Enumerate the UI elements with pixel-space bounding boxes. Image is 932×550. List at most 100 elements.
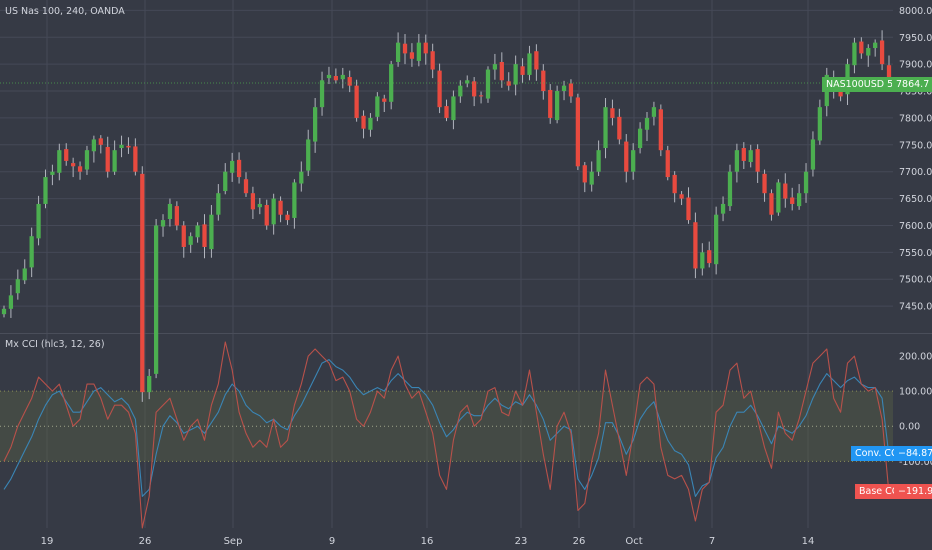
candle-body — [866, 48, 871, 56]
price-tick-label: 7900.0 — [899, 60, 932, 71]
candle-body — [202, 224, 207, 247]
candle-body — [347, 77, 352, 86]
candle-body — [748, 150, 753, 163]
candle-body — [313, 107, 318, 142]
price-tick-label: 7450.0 — [899, 302, 932, 313]
candle-body — [395, 42, 401, 62]
candle-body — [230, 160, 235, 173]
base-cci-line — [3, 341, 890, 529]
candle-body — [465, 80, 470, 84]
candle-body — [637, 128, 643, 149]
candle-body — [769, 193, 774, 215]
candle-body — [77, 166, 83, 172]
candle-body — [554, 91, 560, 121]
price-pane-title: US Nas 100, 240, OANDA — [5, 6, 125, 17]
candle-body — [458, 85, 463, 97]
candle-body — [1, 308, 7, 315]
price-tick-label: 7550.0 — [899, 248, 932, 259]
candle-body — [423, 42, 428, 54]
candle-body — [817, 107, 822, 141]
candle-body — [340, 74, 345, 80]
candle-body — [796, 193, 802, 207]
candle-body — [686, 197, 691, 221]
candle-body — [133, 146, 138, 172]
candle-body — [624, 141, 629, 172]
x-tick-label: 26 — [139, 536, 152, 547]
candle-body — [651, 107, 657, 117]
candle-body — [361, 115, 366, 129]
candle-body — [658, 109, 663, 151]
candle-body — [306, 139, 311, 171]
candle-body — [36, 203, 41, 239]
candle-body — [354, 85, 359, 118]
candle-body — [98, 138, 103, 145]
candle-body — [776, 182, 781, 213]
candle-body — [216, 193, 221, 215]
x-tick-label: 14 — [802, 536, 815, 547]
candle-body — [561, 85, 567, 92]
cci-pane-title: Mx CCI (hlc3, 12, 26) — [5, 339, 105, 350]
candle-body — [596, 150, 601, 172]
candle-body — [50, 171, 55, 175]
cci-tick-label: 200.00 — [899, 352, 932, 363]
candle-body — [859, 41, 864, 54]
candle-body — [603, 107, 608, 149]
x-tick-label: Sep — [224, 536, 243, 547]
candle-body — [140, 173, 145, 393]
candle-body — [472, 81, 477, 97]
candle-body — [292, 182, 297, 218]
candle-body — [485, 69, 491, 99]
candle-body — [499, 61, 504, 81]
candle-body — [84, 150, 90, 170]
candle-body — [126, 145, 131, 148]
candle-body — [610, 108, 615, 118]
candle-body — [112, 150, 117, 172]
price-tick-label: 7800.0 — [899, 113, 932, 124]
x-tick-label: 23 — [515, 536, 528, 547]
candle-body — [492, 64, 498, 70]
candle-body — [333, 75, 339, 81]
candle-body — [105, 146, 110, 172]
price-tick-label: 7750.0 — [899, 140, 932, 151]
candle-body — [271, 198, 276, 225]
candle-body — [665, 150, 670, 178]
price-tick-label: 7700.0 — [899, 167, 932, 178]
candle-body — [437, 70, 442, 108]
candle-body — [167, 203, 173, 220]
candle-body — [548, 89, 553, 118]
x-tick-label: 26 — [573, 536, 586, 547]
candle-body — [430, 51, 435, 70]
price-tick-label: 7850.0 — [899, 87, 932, 98]
conv-cci-label: Conv. CCI — [851, 446, 905, 461]
candle-body — [188, 236, 193, 245]
candle-body — [506, 81, 511, 86]
candle-body — [672, 174, 677, 194]
candle-body — [803, 171, 809, 194]
candle-body — [147, 376, 152, 393]
x-tick-label: Oct — [625, 536, 642, 547]
x-tick-label: 19 — [41, 536, 54, 547]
candle-body — [250, 193, 256, 210]
candle-body — [520, 66, 525, 75]
candle-body — [223, 171, 228, 192]
x-tick-label: 7 — [709, 536, 715, 547]
price-tick-label: 7600.0 — [899, 221, 932, 232]
conv-cci-value: −84.87 — [894, 446, 932, 461]
candle-body — [631, 150, 636, 172]
candle-body — [409, 52, 415, 59]
candle-body — [326, 74, 332, 79]
base-cci-value: −191.94 — [894, 484, 932, 499]
candle-body — [589, 171, 594, 185]
candle-body — [575, 97, 580, 167]
candle-body — [264, 205, 269, 226]
candle-body — [375, 96, 380, 117]
candle-body — [527, 53, 532, 75]
candle-body — [838, 91, 843, 97]
last-price-tag: 7864.7 — [892, 77, 932, 92]
candle-body — [644, 117, 650, 130]
candle-body — [174, 206, 179, 226]
conv-cci-line — [3, 359, 890, 497]
candle-body — [15, 279, 20, 294]
candle-body — [181, 225, 186, 247]
